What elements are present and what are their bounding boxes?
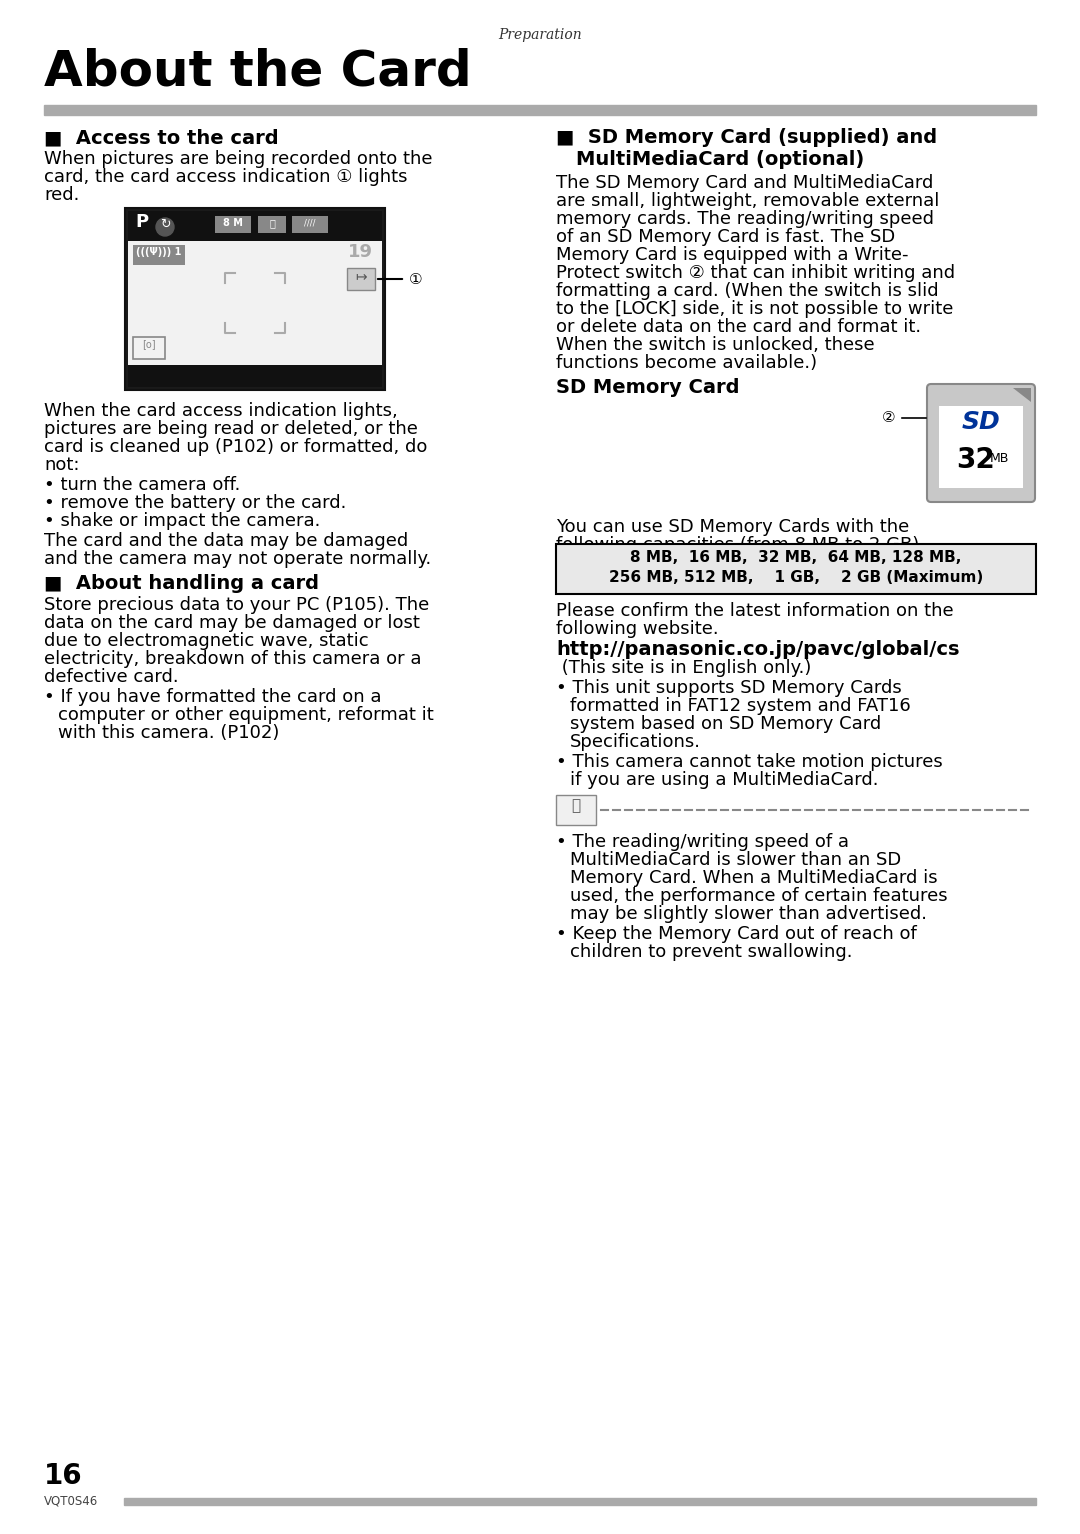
- Text: Specifications.: Specifications.: [570, 733, 701, 752]
- Bar: [133, 337, 165, 359]
- Bar: [129, 241, 382, 365]
- Bar: [133, 245, 185, 265]
- Text: computer or other equipment, reformat it: computer or other equipment, reformat it: [58, 706, 434, 724]
- Text: ⌸: ⌸: [269, 218, 275, 229]
- Bar: [347, 268, 375, 290]
- Text: You can use SD Memory Cards with the: You can use SD Memory Cards with the: [556, 518, 909, 535]
- Bar: [129, 365, 382, 387]
- Polygon shape: [1013, 388, 1031, 402]
- Text: • turn the camera off.: • turn the camera off.: [44, 476, 241, 494]
- Bar: [556, 795, 596, 825]
- Text: Memory Card is equipped with a Write-: Memory Card is equipped with a Write-: [556, 245, 908, 264]
- Text: or delete data on the card and format it.: or delete data on the card and format it…: [556, 318, 921, 336]
- Text: functions become available.): functions become available.): [556, 354, 818, 373]
- Text: When the switch is unlocked, these: When the switch is unlocked, these: [556, 336, 875, 354]
- Text: 32: 32: [957, 446, 996, 474]
- Bar: [215, 216, 251, 233]
- Text: 8 M: 8 M: [224, 218, 243, 229]
- Bar: [1013, 388, 1031, 402]
- Text: following capacities (from 8 MB to 2 GB).: following capacities (from 8 MB to 2 GB)…: [556, 535, 924, 554]
- Text: • The reading/writing speed of a: • The reading/writing speed of a: [556, 833, 849, 851]
- Text: MultiMediaCard (optional): MultiMediaCard (optional): [576, 150, 864, 169]
- Text: and the camera may not operate normally.: and the camera may not operate normally.: [44, 551, 431, 568]
- Text: • This camera cannot take motion pictures: • This camera cannot take motion picture…: [556, 753, 943, 772]
- Text: When pictures are being recorded onto the: When pictures are being recorded onto th…: [44, 150, 432, 169]
- Bar: [44, 104, 1036, 115]
- Text: 16: 16: [44, 1462, 83, 1490]
- Text: card is cleaned up (P102) or formatted, do: card is cleaned up (P102) or formatted, …: [44, 439, 428, 456]
- Text: ■  Access to the card: ■ Access to the card: [44, 127, 279, 147]
- Text: MB: MB: [989, 453, 1009, 465]
- Text: of an SD Memory Card is fast. The SD: of an SD Memory Card is fast. The SD: [556, 229, 895, 245]
- FancyBboxPatch shape: [927, 384, 1035, 502]
- Text: due to electromagnetic wave, static: due to electromagnetic wave, static: [44, 632, 368, 650]
- Bar: [125, 209, 384, 390]
- Text: 8 MB,  16 MB,  32 MB,  64 MB, 128 MB,: 8 MB, 16 MB, 32 MB, 64 MB, 128 MB,: [631, 551, 961, 565]
- Text: • If you have formatted the card on a: • If you have formatted the card on a: [44, 689, 381, 706]
- Text: may be slightly slower than advertised.: may be slightly slower than advertised.: [570, 905, 927, 923]
- Text: memory cards. The reading/writing speed: memory cards. The reading/writing speed: [556, 210, 934, 229]
- Text: Store precious data to your PC (P105). The: Store precious data to your PC (P105). T…: [44, 597, 429, 614]
- Text: Preparation: Preparation: [498, 28, 582, 41]
- Text: are small, lightweight, removable external: are small, lightweight, removable extern…: [556, 192, 940, 210]
- Text: children to prevent swallowing.: children to prevent swallowing.: [570, 943, 852, 960]
- Text: (((Ψ))) 1: (((Ψ))) 1: [136, 247, 181, 258]
- Bar: [258, 216, 286, 233]
- Text: ■  About handling a card: ■ About handling a card: [44, 574, 319, 594]
- Text: data on the card may be damaged or lost: data on the card may be damaged or lost: [44, 614, 420, 632]
- Text: ////: ////: [305, 218, 315, 227]
- Text: (This site is in English only.): (This site is in English only.): [556, 660, 811, 676]
- Text: card, the card access indication ① lights: card, the card access indication ① light…: [44, 169, 407, 186]
- Bar: [939, 407, 1023, 488]
- Text: • remove the battery or the card.: • remove the battery or the card.: [44, 494, 347, 512]
- Text: electricity, breakdown of this camera or a: electricity, breakdown of this camera or…: [44, 650, 421, 667]
- Text: SD: SD: [961, 410, 1000, 434]
- Text: • Keep the Memory Card out of reach of: • Keep the Memory Card out of reach of: [556, 925, 917, 943]
- Text: SD Memory Card: SD Memory Card: [556, 377, 740, 397]
- Text: if you are using a MultiMediaCard.: if you are using a MultiMediaCard.: [570, 772, 878, 788]
- Text: not:: not:: [44, 456, 80, 474]
- Text: [o]: [o]: [143, 339, 156, 350]
- Text: 19: 19: [348, 242, 373, 261]
- Bar: [556, 545, 1036, 594]
- Text: pictures are being read or deleted, or the: pictures are being read or deleted, or t…: [44, 420, 418, 439]
- Text: ①: ①: [409, 272, 422, 287]
- Text: to the [LOCK] side, it is not possible to write: to the [LOCK] side, it is not possible t…: [556, 301, 954, 318]
- Text: with this camera. (P102): with this camera. (P102): [58, 724, 280, 742]
- Text: ②: ②: [882, 411, 895, 425]
- Text: Memory Card. When a MultiMediaCard is: Memory Card. When a MultiMediaCard is: [570, 868, 937, 887]
- Text: ↻: ↻: [160, 218, 171, 232]
- Text: system based on SD Memory Card: system based on SD Memory Card: [570, 715, 881, 733]
- Text: Protect switch ② that can inhibit writing and: Protect switch ② that can inhibit writin…: [556, 264, 955, 282]
- Bar: [292, 216, 328, 233]
- Text: formatting a card. (When the switch is slid: formatting a card. (When the switch is s…: [556, 282, 939, 301]
- Text: • shake or impact the camera.: • shake or impact the camera.: [44, 512, 321, 531]
- Text: ↦: ↦: [355, 270, 367, 284]
- Text: http://panasonic.co.jp/pavc/global/cs: http://panasonic.co.jp/pavc/global/cs: [556, 640, 959, 660]
- Text: P: P: [135, 213, 148, 232]
- Text: Please confirm the latest information on the: Please confirm the latest information on…: [556, 601, 954, 620]
- Text: following website.: following website.: [556, 620, 718, 638]
- Text: used, the performance of certain features: used, the performance of certain feature…: [570, 887, 947, 905]
- Text: VQT0S46: VQT0S46: [44, 1494, 98, 1506]
- Text: MultiMediaCard is slower than an SD: MultiMediaCard is slower than an SD: [570, 851, 901, 868]
- Text: formatted in FAT12 system and FAT16: formatted in FAT12 system and FAT16: [570, 696, 910, 715]
- Text: When the card access indication lights,: When the card access indication lights,: [44, 402, 397, 420]
- Bar: [124, 1499, 1036, 1505]
- Text: red.: red.: [44, 186, 79, 204]
- Text: defective card.: defective card.: [44, 667, 178, 686]
- Text: ■  SD Memory Card (supplied) and: ■ SD Memory Card (supplied) and: [556, 127, 937, 147]
- Text: • This unit supports SD Memory Cards: • This unit supports SD Memory Cards: [556, 680, 902, 696]
- Text: The card and the data may be damaged: The card and the data may be damaged: [44, 532, 408, 551]
- Text: 📖: 📖: [571, 798, 581, 813]
- Text: 256 MB, 512 MB,    1 GB,    2 GB (Maximum): 256 MB, 512 MB, 1 GB, 2 GB (Maximum): [609, 571, 983, 584]
- Circle shape: [156, 218, 174, 236]
- Text: The SD Memory Card and MultiMediaCard: The SD Memory Card and MultiMediaCard: [556, 173, 933, 192]
- Bar: [129, 212, 382, 241]
- Text: About the Card: About the Card: [44, 48, 472, 97]
